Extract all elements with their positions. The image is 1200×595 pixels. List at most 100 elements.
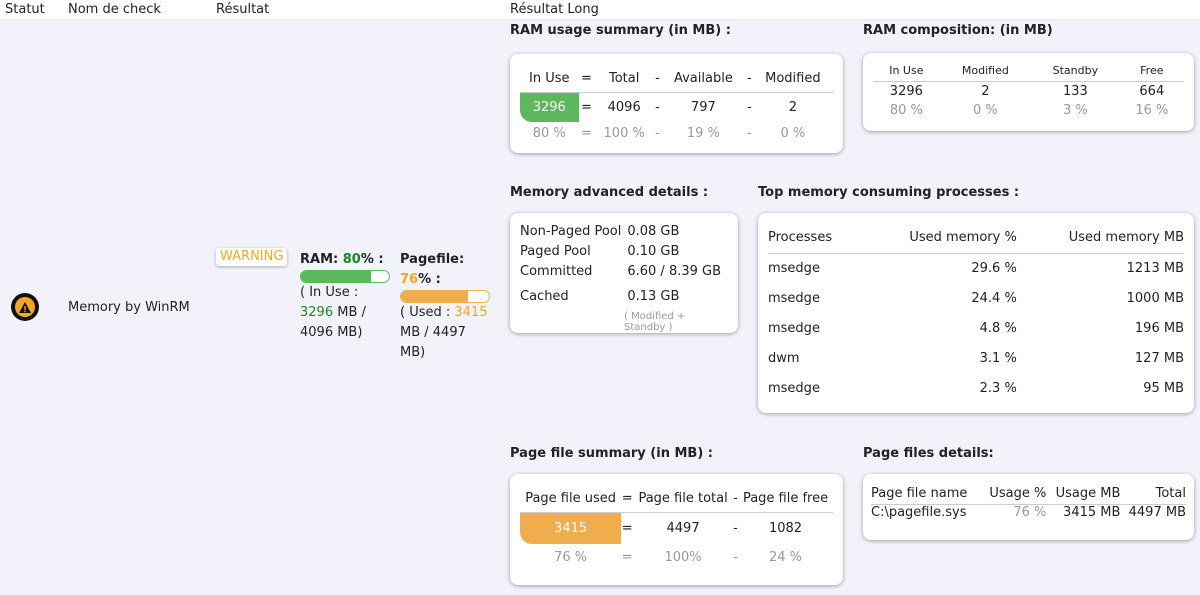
- column-header: =: [621, 491, 633, 507]
- ram-suffix: % :: [360, 252, 384, 267]
- col-statut[interactable]: Statut: [5, 2, 45, 17]
- table-cell: 4497: [666, 520, 700, 536]
- table-cell: 196 MB: [1134, 320, 1184, 336]
- detail-value: 0.10 GB: [627, 243, 680, 259]
- pf-line2: MB / 4497 MB): [400, 325, 466, 360]
- column-header: Modified: [961, 64, 1009, 78]
- detail-row: Paged Pool 0.10 GB: [520, 241, 721, 261]
- ram-line1: ( In Use :: [300, 285, 359, 300]
- table-cell: -: [733, 549, 738, 565]
- detail-label: Paged Pool: [520, 243, 591, 259]
- col-resultat[interactable]: Résultat: [216, 2, 270, 17]
- table-cell: msedge: [768, 260, 820, 276]
- column-header: Page file name: [871, 486, 968, 502]
- table-cell: =: [580, 99, 592, 115]
- ram-composition-title: RAM composition: (in MB): [863, 23, 1053, 38]
- detail-label: Cached: [520, 288, 569, 304]
- table-cell: =: [621, 520, 633, 536]
- table-cell: =: [621, 549, 633, 565]
- table-cell: 3296: [520, 92, 579, 122]
- column-header: Used memory MB: [1068, 230, 1184, 246]
- table-cell: 3.1 %: [979, 350, 1017, 366]
- column-header: In Use: [889, 64, 924, 78]
- table-cell: 3415: [520, 512, 622, 544]
- pf-details-title: Page files details:: [863, 446, 994, 461]
- table-cell: 76 %: [554, 549, 588, 565]
- pf-line1: ( Used :: [400, 305, 455, 320]
- column-header: =: [580, 71, 592, 87]
- ram-line2: MB / 4096 MB): [300, 305, 366, 340]
- table-cell: 80 %: [532, 125, 566, 141]
- col-resultat-long[interactable]: Résultat Long: [510, 2, 599, 17]
- table-row: msedge 2.3 % 95 MB: [768, 373, 1184, 403]
- advanced-title: Memory advanced details :: [510, 185, 709, 200]
- ram-result: RAM: 80% : ( In Use : 3296 MB / 4096 MB): [300, 250, 392, 343]
- table-cell: 29.6 %: [971, 260, 1017, 276]
- table-cell: 1213 MB: [1126, 260, 1184, 276]
- pf-summary-title: Page file summary (in MB) :: [510, 446, 713, 461]
- column-header: Modified: [765, 71, 821, 87]
- column-header: Page file free: [742, 491, 829, 507]
- processes-title: Top memory consuming processes :: [758, 185, 1020, 200]
- check-name[interactable]: Memory by WinRM: [68, 300, 190, 315]
- table-cell: 797: [690, 99, 716, 115]
- table-header: Statut Nom de check Résultat Résultat Lo…: [0, 0, 1200, 20]
- table-cell: msedge: [768, 290, 820, 306]
- column-header: Total: [609, 71, 640, 87]
- detail-row: Committed 6.60 / 8.39 GB: [520, 261, 721, 281]
- column-header: -: [733, 491, 738, 507]
- table-cell: -: [655, 99, 660, 115]
- detail-value: 0.08 GB: [627, 223, 680, 239]
- table-cell: 3 %: [1063, 102, 1088, 118]
- column-header: Available: [673, 71, 733, 87]
- ram-summary-title: RAM usage summary (in MB) :: [510, 23, 731, 38]
- table-cell: 24 %: [769, 549, 803, 565]
- table-cell: 2.3 %: [979, 380, 1017, 396]
- column-header: Total: [1155, 486, 1186, 502]
- warning-triangle-icon: [11, 293, 39, 321]
- table-cell: 1082: [768, 520, 803, 536]
- table-cell: msedge: [768, 380, 820, 396]
- detail-value: 0.13 GB: [627, 288, 680, 304]
- table-cell: 133: [1062, 83, 1088, 99]
- ram-progress-bar: [300, 270, 390, 283]
- column-header: Usage %: [989, 486, 1047, 502]
- table-cell: 127 MB: [1134, 350, 1184, 366]
- column-header: Page file total: [638, 491, 728, 507]
- table-cell: 4497 MB: [1128, 504, 1186, 520]
- table-row: C:\pagefile.sys 76 % 3415 MB 4497 MB: [871, 504, 1186, 520]
- table-cell: 95 MB: [1143, 380, 1184, 396]
- status-badge: WARNING: [216, 248, 288, 266]
- table-cell: 80 %: [889, 102, 923, 118]
- table-cell: -: [746, 125, 752, 141]
- table-cell: 2: [788, 99, 797, 115]
- column-header: Usage MB: [1055, 486, 1121, 502]
- table-cell: 2: [981, 83, 990, 99]
- table-cell: 0 %: [780, 125, 806, 141]
- table-cell: C:\pagefile.sys: [871, 504, 967, 520]
- pf-value: 3415: [454, 305, 488, 320]
- table-cell: 76 %: [1013, 504, 1047, 520]
- column-header: -: [655, 71, 660, 87]
- col-nom[interactable]: Nom de check: [68, 2, 161, 17]
- table-cell: 24.4 %: [971, 290, 1017, 306]
- table-row: msedge 24.4 % 1000 MB: [768, 283, 1184, 313]
- table-cell: msedge: [768, 320, 820, 336]
- column-header: -: [746, 71, 752, 87]
- pf-pct: 76: [400, 272, 419, 287]
- table-cell: 100%: [664, 549, 702, 565]
- table-cell: 100 %: [603, 125, 645, 141]
- detail-value: 6.60 / 8.39 GB: [627, 263, 722, 279]
- table-cell: 1000 MB: [1126, 290, 1184, 306]
- table-row: dwm 3.1 % 127 MB: [768, 343, 1184, 373]
- pagefile-result: Pagefile: 76% : ( Used : 3415 MB / 4497 …: [400, 250, 492, 363]
- detail-row: Non-Paged Pool 0.08 GB: [520, 221, 721, 241]
- ram-pct: 80: [342, 252, 361, 267]
- pf-label: Pagefile:: [400, 252, 465, 267]
- table-row: msedge 29.6 % 1213 MB: [768, 253, 1184, 283]
- column-header: Used memory %: [909, 230, 1017, 246]
- table-cell: 19 %: [686, 125, 720, 141]
- ram-label: RAM:: [300, 252, 343, 267]
- ram-composition-card: In Use Modified Standby Free 3296 2 133 664 80 %…: [863, 53, 1194, 131]
- table-cell: 3415 MB: [1063, 504, 1121, 520]
